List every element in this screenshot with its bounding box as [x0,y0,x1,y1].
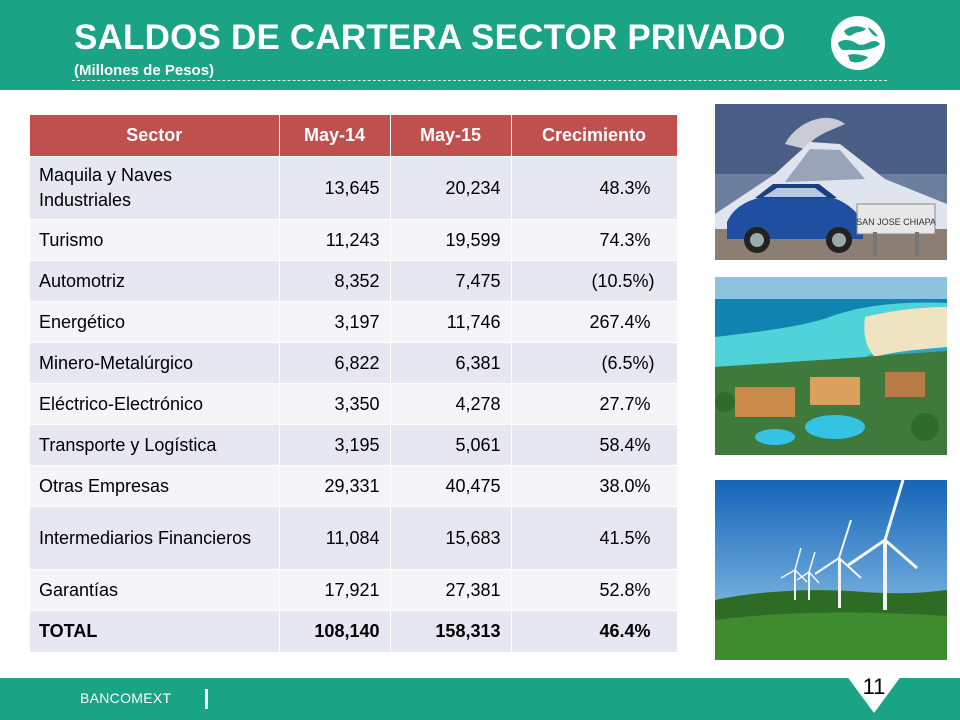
cell-may14: 108,140 [279,610,391,652]
cell-growth: 267.4% [511,301,678,343]
cell-sector: Transporte y Logística [30,424,280,466]
cell-sector: Otras Empresas [30,465,280,507]
cell-may15: 15,683 [390,506,512,570]
table-row: Maquila y Naves Industriales 13,645 20,2… [30,156,678,220]
globe-logo-icon [830,15,886,71]
footer-separator [205,689,208,709]
cell-may15: 11,746 [390,301,512,343]
cell-may14: 3,195 [279,424,391,466]
title-divider [72,80,887,81]
cell-sector: Turismo [30,219,280,261]
table-row: Turismo 11,243 19,599 74.3% [30,219,678,261]
table-header-row: Sector May-14 May-15 Crecimiento [30,115,678,157]
cell-may14: 29,331 [279,465,391,507]
cell-sector: Maquila y Naves Industriales [30,156,280,220]
column-header-growth: Crecimiento [511,115,678,157]
cell-growth: 38.0% [511,465,678,507]
car-volcano-photo: SAN JOSE CHIAPA [715,104,947,260]
portfolio-table: Sector May-14 May-15 Crecimiento Maquila… [30,115,678,652]
table-row: Automotriz 8,352 7,475 (10.5%) [30,260,678,302]
beach-resort-photo [715,277,947,455]
cell-may14: 8,352 [279,260,391,302]
table-row: Otras Empresas 29,331 40,475 38.0% [30,465,678,507]
column-header-may15: May-15 [390,115,512,157]
cell-growth: 27.7% [511,383,678,425]
cell-may15: 5,061 [390,424,512,466]
page-number: 11 [862,674,886,699]
table-row: Eléctrico-Electrónico 3,350 4,278 27.7% [30,383,678,425]
cell-may15: 6,381 [390,342,512,384]
column-header-may14: May-14 [279,115,391,157]
cell-may14: 11,243 [279,219,391,261]
table-row: Garantías 17,921 27,381 52.8% [30,569,678,611]
cell-may14: 11,084 [279,506,391,570]
cell-may14: 17,921 [279,569,391,611]
cell-growth: 48.3% [511,156,678,220]
table-row: Transporte y Logística 3,195 5,061 58.4% [30,424,678,466]
sign-text: SAN JOSE CHIAPA [856,217,936,227]
wind-turbines-photo [715,480,947,660]
page-title: SALDOS DE CARTERA SECTOR PRIVADO [74,18,786,57]
table-row: Intermediarios Financieros 11,084 15,683… [30,506,678,570]
footer-bar [0,678,960,720]
table-row: Energético 3,197 11,746 267.4% [30,301,678,343]
table-row-total: TOTAL 108,140 158,313 46.4% [30,610,678,652]
footer-brand: BANCOMEXT [80,690,172,706]
column-header-sector: Sector [30,115,280,157]
page-subtitle: (Millones de Pesos) [74,62,215,79]
cell-sector: Automotriz [30,260,280,302]
cell-growth: 58.4% [511,424,678,466]
cell-sector: Intermediarios Financieros [30,506,280,570]
cell-sector: Garantías [30,569,280,611]
cell-growth: (6.5%) [511,342,678,384]
cell-sector: Minero-Metalúrgico [30,342,280,384]
cell-sector: TOTAL [30,610,280,652]
cell-may14: 13,645 [279,156,391,220]
cell-may15: 7,475 [390,260,512,302]
cell-growth: 74.3% [511,219,678,261]
table-row: Minero-Metalúrgico 6,822 6,381 (6.5%) [30,342,678,384]
cell-may15: 158,313 [390,610,512,652]
cell-growth: 41.5% [511,506,678,570]
cell-growth: 52.8% [511,569,678,611]
cell-sector: Energético [30,301,280,343]
cell-may14: 6,822 [279,342,391,384]
cell-sector: Eléctrico-Electrónico [30,383,280,425]
cell-may14: 3,350 [279,383,391,425]
cell-may15: 27,381 [390,569,512,611]
cell-may15: 4,278 [390,383,512,425]
page-number-badge [846,675,902,713]
cell-growth: (10.5%) [511,260,678,302]
header-bar [0,0,960,90]
cell-may15: 40,475 [390,465,512,507]
cell-may14: 3,197 [279,301,391,343]
cell-may15: 19,599 [390,219,512,261]
cell-may15: 20,234 [390,156,512,220]
cell-growth: 46.4% [511,610,678,652]
